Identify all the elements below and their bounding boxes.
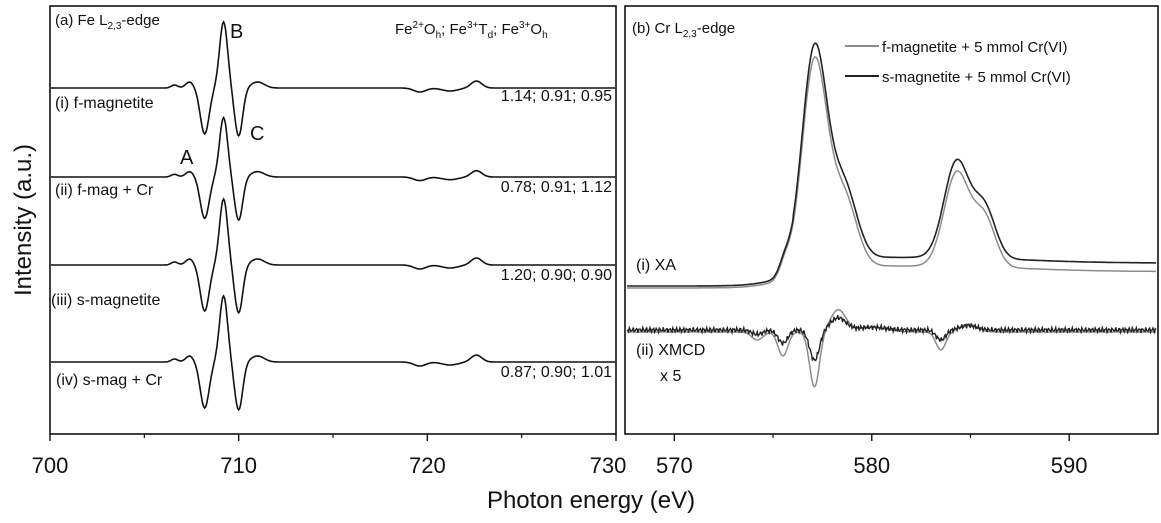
x-axis-label: Photon energy (eV) xyxy=(487,487,695,514)
y-axis-label: Intensity (a.u.) xyxy=(10,144,37,296)
fe-curve-1 xyxy=(50,20,616,138)
annotation-xa: (i) XA xyxy=(636,257,676,274)
cr-xa-s xyxy=(627,42,1156,287)
ratio-label-iv: 0.87; 0.90; 1.01 xyxy=(501,364,612,381)
x-tick-label-a: 710 xyxy=(220,453,257,478)
series-label-iv: (iv) s-mag + Cr xyxy=(56,372,163,389)
panel-b-title: (b) Cr L2,3-edge xyxy=(632,20,735,40)
series-label-iii: (iii) s-magnetite xyxy=(51,292,160,309)
x-tick-label-a: 700 xyxy=(32,453,69,478)
peak-label-b: B xyxy=(230,21,243,43)
x-tick-label-a: 730 xyxy=(590,453,627,478)
series-label-ii: (ii) f-mag + Cr xyxy=(55,182,154,199)
series-label-i: (i) f-magnetite xyxy=(55,95,154,112)
x-tick-label-b: 590 xyxy=(1051,453,1088,478)
ratio-label-ii: 0.78; 0.91; 1.12 xyxy=(501,179,612,196)
x-tick-label-b: 570 xyxy=(656,453,693,478)
peak-label-c: C xyxy=(250,123,264,145)
cr-xmcd-f xyxy=(627,308,1156,388)
ratio-label-i: 1.14; 0.91; 0.95 xyxy=(501,88,612,105)
legend-label-f: f-magnetite + 5 mmol Cr(VI) xyxy=(882,39,1067,56)
cr-xa-f xyxy=(627,56,1156,289)
fe-curve-3 xyxy=(50,197,616,315)
ratio-label-iii: 1.20; 0.90; 0.90 xyxy=(501,267,612,284)
panel-b-frame xyxy=(624,5,1159,435)
x-tick-label-a: 720 xyxy=(409,453,446,478)
peak-label-a: A xyxy=(180,147,194,169)
legend-label-s: s-magnetite + 5 mmol Cr(VI) xyxy=(882,69,1071,86)
x-tick-label-b: 580 xyxy=(853,453,890,478)
fe-curve-2 xyxy=(50,115,616,222)
cr-xmcd-s xyxy=(626,315,1157,362)
annotation-xmcd: (ii) XMCD xyxy=(636,342,705,359)
fe-curve-4 xyxy=(50,294,616,412)
panel-a-title: (a) Fe L2,3-edge xyxy=(55,12,160,32)
panel-a-header: Fe2+Oh; Fe3+Td; Fe3+Oh xyxy=(395,20,548,41)
annotation-xmcd-scale: x 5 xyxy=(660,368,681,385)
